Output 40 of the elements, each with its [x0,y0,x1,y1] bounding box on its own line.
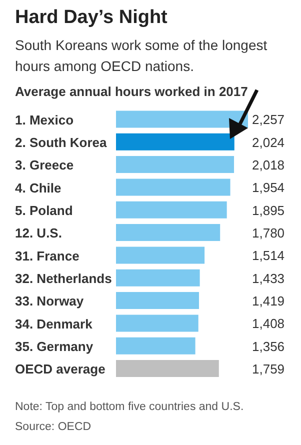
bar [116,156,234,174]
source-note: Source: OECD [15,420,92,435]
text: Average annual hours worked in 2017 [15,84,248,99]
y-tick-label: 2. South Korea [15,135,108,150]
y-tick-label: 1. Mexico [15,112,74,128]
data-label: 2,024 [252,134,285,150]
bar [116,224,220,242]
y-tick-label: 32. Netherlands [15,271,112,286]
data-label: 1,895 [252,202,285,218]
y-tick-label: OECD average [15,362,106,377]
data-label: 2,257 [252,112,285,128]
y-tick-label: 3. Greece [15,158,74,173]
bar [116,337,196,354]
y-tick-label: 4. Chile [15,180,62,196]
data-label: 1,419 [252,294,285,309]
bar [116,360,219,378]
y-tick-label: 33. Norway [15,294,84,309]
bar [116,269,200,286]
chart-subtitle: South Koreans work some of the longest hours among OECD nations. [15,36,268,76]
data-label: 1,408 [252,316,285,332]
data-label: 1,514 [252,248,285,264]
bar [116,246,205,264]
data-label: 1,954 [252,180,285,196]
bar [116,292,199,310]
y-tick-label: 34. Denmark [15,316,94,332]
data-label: 1,356 [252,338,285,354]
y-tick-label: 31. France [15,248,80,264]
data-label: 1,780 [252,226,285,241]
y-tick-label: 5. Poland [15,203,73,218]
y-tick-label: 12. U.S. [15,226,62,241]
bar [116,178,230,196]
data-label: 2,018 [252,158,285,173]
y-tick-label: 35. Germany [15,339,94,354]
chart-title: Hard Day’s Night [15,7,168,29]
bar [116,133,234,150]
text: Note: Top and bottom five countries and U.S. [15,400,244,415]
bar [116,201,227,218]
bar [116,314,198,332]
data-label: 1,433 [252,270,285,286]
data-label: 1,759 [252,362,285,377]
